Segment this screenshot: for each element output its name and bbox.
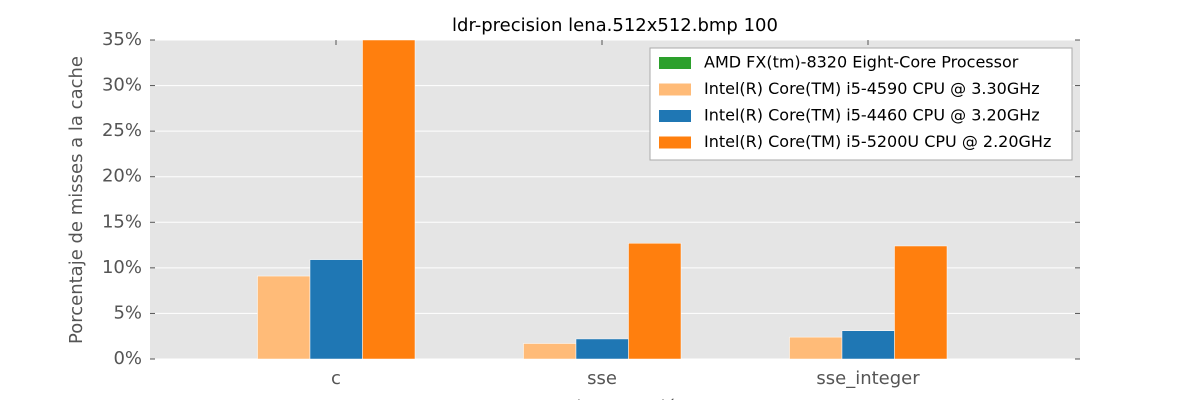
bar	[841, 330, 895, 359]
x-tick-label: sse	[587, 368, 617, 389]
legend-label: Intel(R) Core(TM) i5-5200U CPU @ 2.20GHz	[704, 132, 1051, 151]
y-tick-label: 30%	[102, 75, 142, 96]
legend-swatch	[659, 83, 691, 96]
y-tick-label: 35%	[102, 29, 142, 50]
legend-swatch	[659, 110, 691, 122]
legend-box	[649, 47, 1073, 161]
legend-swatch	[659, 57, 691, 69]
y-tick-label: 20%	[102, 166, 142, 187]
y-tick-label: 10%	[102, 257, 142, 278]
y-tick-label: 0%	[113, 348, 142, 369]
legend-swatch	[659, 136, 691, 149]
y-tick-label: 15%	[102, 211, 142, 232]
x-tick-label: sse_integer	[816, 368, 920, 389]
bar	[789, 336, 843, 359]
legend-label: Intel(R) Core(TM) i5-4460 CPU @ 3.20GHz	[704, 106, 1040, 125]
bar	[894, 245, 948, 359]
legend-label: AMD FX(tm)-8320 Eight-Core Processor	[704, 53, 1019, 72]
y-tick-label: 25%	[102, 120, 142, 141]
legend-label: Intel(R) Core(TM) i5-4590 CPU @ 3.30GHz	[704, 79, 1040, 98]
bar	[309, 259, 363, 359]
x-tick-label: c	[331, 368, 341, 389]
bar	[257, 275, 311, 359]
y-axis-label: Porcentaje de misses a la cache	[66, 56, 87, 344]
bar	[575, 338, 629, 359]
bar	[628, 242, 682, 359]
bar	[523, 343, 577, 359]
x-axis-label: Implementación	[542, 397, 688, 400]
chart-title: ldr-precision lena.512x512.bmp 100	[452, 15, 778, 36]
bar	[362, 40, 416, 359]
y-tick-label: 5%	[113, 302, 142, 323]
